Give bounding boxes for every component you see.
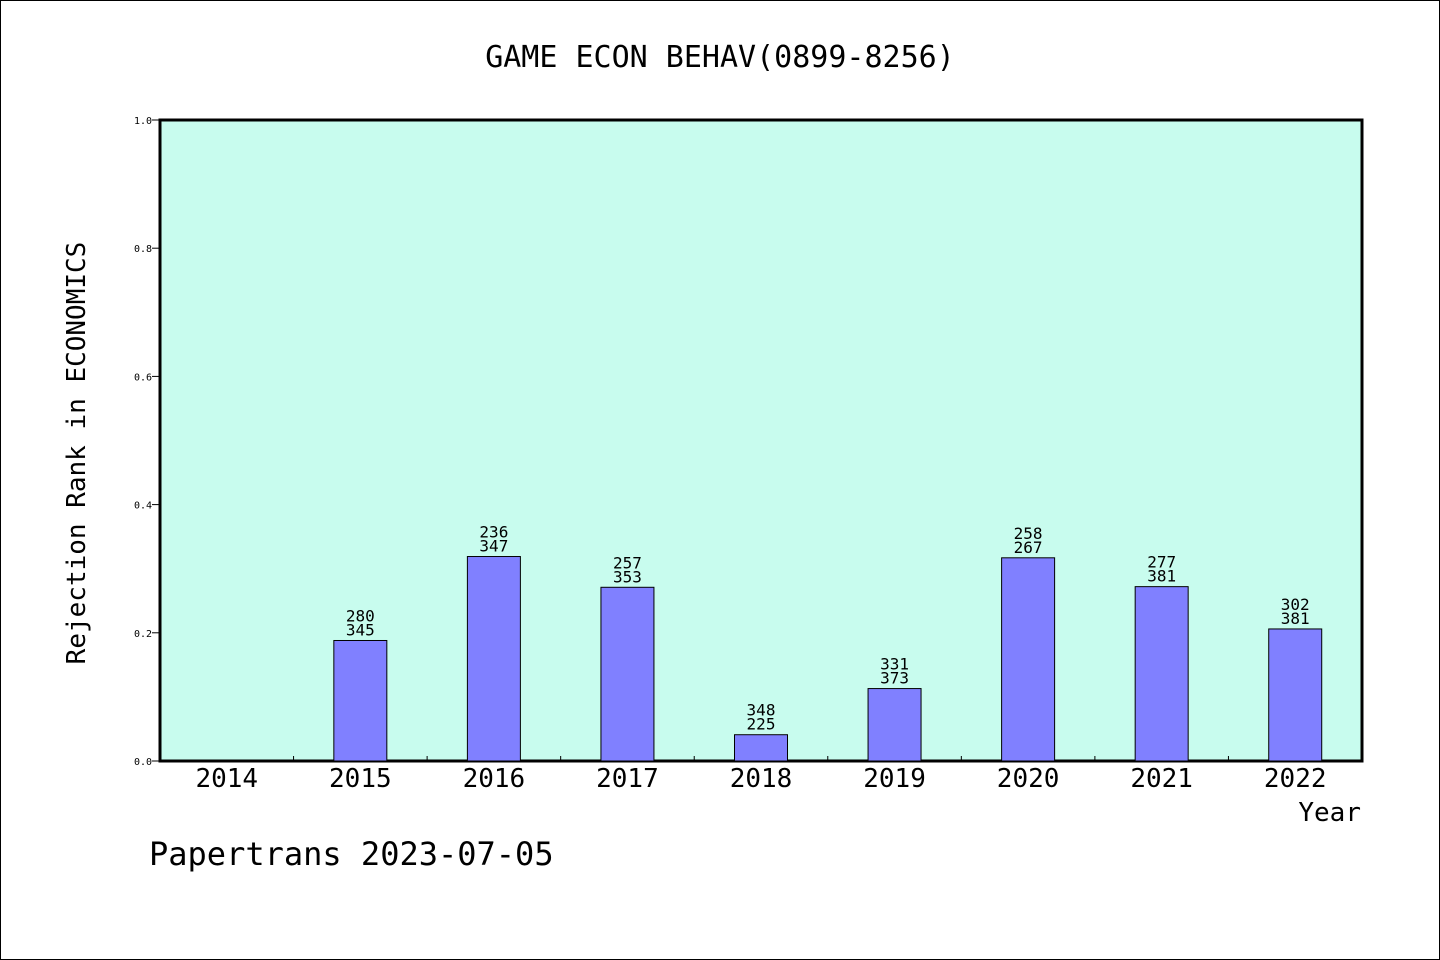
x-tick-label: 2018 <box>730 764 793 794</box>
footer-credit: Papertrans 2023-07-05 <box>149 835 554 873</box>
bar-label-bottom: 267 <box>1014 538 1043 557</box>
bar-2015 <box>333 639 388 762</box>
x-tick-label: 2020 <box>997 764 1060 794</box>
x-tick-label: 2021 <box>1130 764 1193 794</box>
y-tick-label: 0.2 <box>134 629 152 640</box>
bar-label-bottom: 373 <box>880 669 909 688</box>
bar-label-top: 331 <box>880 655 909 674</box>
x-tick-label: 2014 <box>195 764 258 794</box>
x-tick-label: 2022 <box>1264 764 1327 794</box>
y-tick-label: 1.0 <box>134 116 152 127</box>
x-tick-label: 2015 <box>329 764 392 794</box>
bar-label-top: 258 <box>1014 524 1043 543</box>
y-tick-label: 0.4 <box>134 501 152 512</box>
bar-label-top: 302 <box>1281 595 1310 614</box>
bar-2016 <box>466 556 521 762</box>
bar-2018 <box>734 734 788 762</box>
x-tick-label: 2016 <box>463 764 526 794</box>
bar-label-top: 280 <box>346 606 375 625</box>
bar-label-top: 257 <box>613 553 642 572</box>
bar-label-top: 277 <box>1147 553 1176 572</box>
y-tick-label: 0.0 <box>134 757 152 768</box>
bar-2022 <box>1268 628 1323 762</box>
y-tick-label: 0.6 <box>134 372 152 383</box>
bar-label-bottom: 353 <box>613 567 642 586</box>
bar-2019 <box>867 688 922 762</box>
bar-label-bottom: 347 <box>479 537 508 556</box>
y-axis: 0.0 0.2 0.4 0.6 0.8 1.0 <box>134 116 160 768</box>
x-axis: 2014 2015 2016 2017 2018 2019 2020 2021 2022 <box>195 756 1327 794</box>
bar-label-bottom: 225 <box>747 715 776 734</box>
bar-label-top: 348 <box>747 701 776 720</box>
bars-layer: 2803452363472573533482253313732582672773… <box>333 523 1323 762</box>
bar-2021 <box>1134 586 1189 762</box>
bar-2020 <box>1001 557 1056 762</box>
bar-label-top: 236 <box>479 523 508 542</box>
y-tick-label: 0.8 <box>134 244 152 255</box>
chart-title: GAME ECON BEHAV(0899-8256) <box>485 40 955 75</box>
x-tick-label: 2019 <box>863 764 926 794</box>
x-axis-label: Year <box>1298 798 1361 828</box>
bar-2017 <box>600 586 655 762</box>
bar-label-bottom: 381 <box>1147 567 1176 586</box>
bar-label-bottom: 345 <box>346 620 375 639</box>
x-tick-label: 2017 <box>596 764 659 794</box>
bar-label-bottom: 381 <box>1281 609 1310 628</box>
y-axis-label: Rejection Rank in ECONOMICS <box>62 242 92 665</box>
